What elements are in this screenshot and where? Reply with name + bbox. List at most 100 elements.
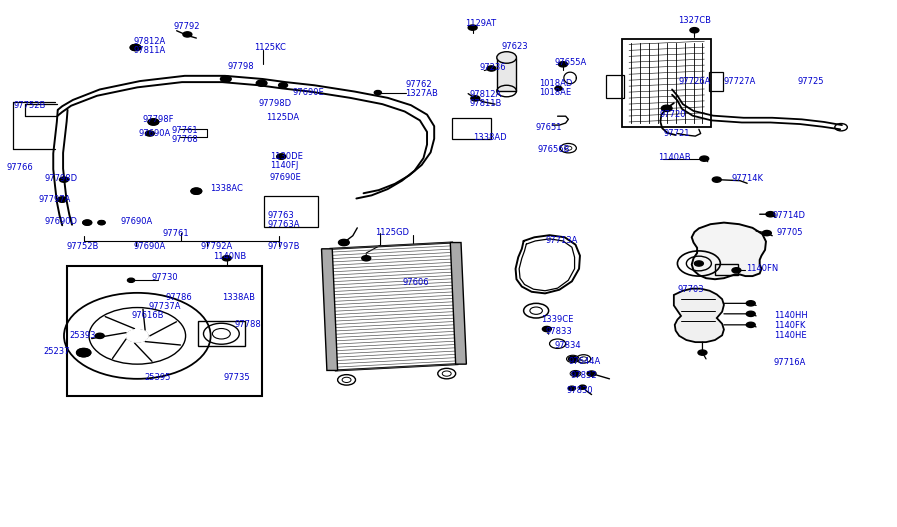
Circle shape [59, 177, 68, 182]
Text: 97768: 97768 [171, 135, 198, 144]
Text: 97703: 97703 [677, 285, 704, 294]
Text: 1338AB: 1338AB [222, 293, 256, 302]
Text: 97830: 97830 [567, 386, 593, 395]
Text: 1140NB: 1140NB [213, 252, 247, 261]
Circle shape [559, 62, 568, 67]
Text: 1125DA: 1125DA [266, 113, 300, 122]
Circle shape [191, 188, 202, 194]
Text: 97792A: 97792A [201, 242, 233, 251]
Circle shape [127, 278, 135, 282]
Text: 97714D: 97714D [772, 211, 806, 220]
Polygon shape [450, 242, 466, 364]
Text: 1130DE: 1130DE [270, 152, 302, 161]
Text: 97690A: 97690A [138, 129, 170, 138]
Circle shape [746, 322, 755, 327]
Text: 97705: 97705 [777, 228, 803, 237]
Text: 1140HE: 1140HE [774, 331, 806, 340]
Text: 97811A: 97811A [134, 46, 166, 55]
Text: 1338AD: 1338AD [474, 133, 507, 142]
Text: 97762: 97762 [405, 80, 432, 89]
Text: 97763A: 97763A [268, 220, 300, 229]
Text: 1327AB: 1327AB [405, 89, 439, 98]
Text: 97811B: 97811B [470, 99, 502, 108]
Text: 97713A: 97713A [545, 237, 578, 246]
Bar [66, 266, 262, 396]
Circle shape [698, 350, 707, 355]
Text: 97690A: 97690A [120, 217, 152, 226]
Text: 97730: 97730 [152, 272, 179, 281]
Text: 1129AT: 1129AT [465, 19, 496, 28]
Text: 97752B: 97752B [14, 101, 47, 110]
Circle shape [277, 154, 286, 159]
Circle shape [222, 256, 231, 261]
Text: 97690A: 97690A [134, 242, 166, 251]
Text: 97812A: 97812A [134, 37, 166, 46]
Text: 25393: 25393 [69, 331, 96, 340]
Text: 97798D: 97798D [44, 174, 77, 183]
Text: 97798F: 97798F [143, 115, 174, 124]
Text: 97737A: 97737A [149, 302, 181, 311]
Text: 97714K: 97714K [732, 174, 764, 183]
Text: 25237: 25237 [43, 347, 70, 356]
Text: 97812A: 97812A [470, 90, 502, 99]
Circle shape [569, 356, 578, 362]
Text: 97616B: 97616B [131, 311, 163, 320]
Text: 97720: 97720 [659, 110, 686, 119]
Text: 97792: 97792 [173, 22, 199, 31]
Circle shape [57, 197, 66, 202]
Text: 97786: 97786 [165, 292, 192, 301]
Text: 97834: 97834 [555, 341, 581, 350]
Circle shape [690, 27, 699, 33]
Circle shape [279, 83, 288, 88]
Text: 1140FJ: 1140FJ [270, 161, 298, 171]
Circle shape [95, 333, 104, 338]
Text: 1018AD: 1018AD [539, 79, 572, 87]
Text: 97766: 97766 [7, 163, 33, 172]
Circle shape [487, 66, 496, 71]
Text: 1125KC: 1125KC [255, 43, 286, 52]
Text: 1140FN: 1140FN [746, 264, 779, 273]
Circle shape [746, 311, 755, 316]
Text: 97763: 97763 [268, 211, 294, 220]
Circle shape [694, 261, 703, 266]
Circle shape [497, 52, 517, 63]
Text: 1140FK: 1140FK [774, 321, 806, 330]
Text: 97735: 97735 [223, 373, 249, 382]
Polygon shape [692, 222, 766, 279]
Bar [709, 72, 723, 91]
Circle shape [468, 25, 477, 30]
Bar [452, 118, 492, 139]
Text: 97716A: 97716A [774, 358, 806, 367]
Text: 97797A: 97797A [39, 195, 72, 204]
Circle shape [712, 177, 721, 182]
Circle shape [76, 348, 91, 357]
Circle shape [145, 131, 154, 136]
Text: 97606: 97606 [402, 278, 429, 287]
Text: 1338AC: 1338AC [210, 184, 242, 193]
Circle shape [148, 119, 159, 125]
Text: 1125GD: 1125GD [375, 228, 409, 237]
Text: 97690E: 97690E [270, 173, 301, 182]
Text: 97788: 97788 [235, 320, 262, 329]
Bar [622, 39, 711, 127]
Text: 97752B: 97752B [66, 242, 99, 251]
Circle shape [700, 156, 709, 161]
Circle shape [257, 80, 267, 86]
Bar [605, 75, 623, 99]
Circle shape [183, 32, 192, 37]
Text: 1140HH: 1140HH [774, 311, 807, 320]
Circle shape [732, 268, 741, 273]
Circle shape [471, 96, 480, 101]
Text: 97797B: 97797B [268, 242, 300, 251]
Circle shape [221, 76, 231, 82]
Text: 97833: 97833 [546, 327, 572, 336]
Circle shape [661, 105, 672, 112]
Polygon shape [321, 249, 337, 370]
Text: 97623: 97623 [501, 42, 527, 51]
Circle shape [569, 386, 576, 391]
Text: 1327CB: 1327CB [678, 16, 711, 25]
Text: 97655A: 97655A [554, 57, 587, 67]
Text: 97236: 97236 [480, 63, 507, 73]
Text: 1018AE: 1018AE [539, 88, 571, 97]
Polygon shape [330, 242, 457, 370]
